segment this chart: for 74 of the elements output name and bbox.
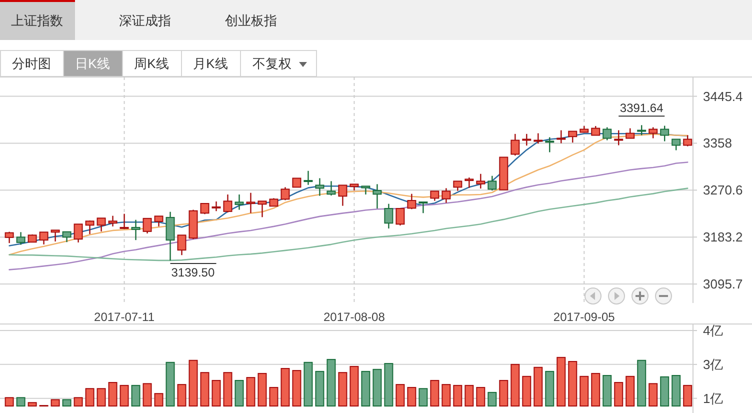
candlestick: [672, 138, 681, 151]
candlestick: [258, 200, 267, 218]
candlestick: [396, 208, 405, 226]
candlestick: [430, 190, 440, 202]
candlestick: [200, 202, 210, 215]
candlestick: [407, 193, 416, 210]
candlestick: [62, 231, 72, 243]
candlestick: [108, 215, 118, 228]
candlestick: [154, 216, 164, 228]
candlestick: [660, 125, 670, 142]
y-tick-label: 3183.2: [703, 230, 743, 245]
text: 上证指数: [11, 13, 63, 28]
candlestick: [637, 124, 646, 136]
x-tick-label: 2017-09-05: [553, 310, 616, 324]
candlestick: [223, 194, 232, 214]
y-tick-label: 3358: [703, 136, 732, 151]
candlestick: [372, 184, 382, 210]
candlestick: [361, 186, 370, 196]
candlestick: [626, 128, 635, 139]
text: 不复权: [252, 56, 292, 71]
candlestick: [326, 180, 336, 196]
text: 创业板指: [225, 13, 277, 28]
candlestick: [534, 132, 543, 144]
candlestick: [591, 125, 600, 136]
candlestick: [602, 126, 612, 141]
line-series: [8, 188, 688, 262]
x-tick-label: 2017-08-08: [324, 310, 386, 324]
annotation: 3139.50: [171, 266, 215, 280]
text: 分时图: [12, 56, 51, 71]
candlestick: [131, 219, 140, 241]
candlestick: [418, 201, 428, 214]
candlestick: [166, 211, 175, 262]
y-tick-label: 3095.7: [703, 276, 743, 292]
candlestick: [234, 194, 244, 210]
candlestick: [442, 188, 451, 204]
candlestick: [614, 130, 624, 146]
candlestick: [556, 130, 566, 144]
y-tick-label: 3270.6: [703, 182, 743, 198]
candlestick: [96, 218, 106, 232]
candlestick: [384, 203, 394, 230]
candlestick: [338, 184, 348, 206]
candlestick: [304, 170, 313, 186]
x-tick-label: 2017-07-11: [94, 310, 155, 324]
candlestick: [488, 175, 497, 192]
candlestick: [280, 186, 290, 201]
candlestick: [16, 232, 26, 246]
text: 日K线: [75, 56, 110, 71]
y-tick-label: 3亿: [703, 356, 724, 372]
candlestick: [177, 234, 186, 256]
candlestick: [315, 178, 324, 196]
candlestick: [120, 213, 129, 230]
candlestick: [246, 192, 256, 214]
y-tick-label: 3445.4: [703, 88, 743, 104]
candlestick: [74, 224, 83, 244]
candlestick: [522, 133, 532, 146]
candlestick: [212, 200, 221, 212]
candlestick: [39, 232, 48, 246]
candlestick: [648, 126, 658, 139]
candlestick: [453, 180, 462, 192]
candlestick: [50, 230, 60, 242]
text: 深证成指: [119, 13, 171, 28]
candlestick: [142, 218, 152, 234]
candlestick: [568, 130, 578, 144]
text: 周K线: [134, 56, 169, 71]
y-tick-label: 4亿: [703, 323, 724, 338]
candlestick: [4, 231, 14, 244]
candlestick: [510, 133, 520, 156]
candlestick: [545, 136, 554, 153]
y-tick-label: 1亿: [703, 390, 724, 406]
annotation: 3391.64: [620, 101, 664, 116]
candlestick: [476, 173, 486, 190]
candlestick: [464, 176, 474, 188]
text: 月K线: [193, 56, 228, 71]
candlestick: [85, 220, 94, 235]
